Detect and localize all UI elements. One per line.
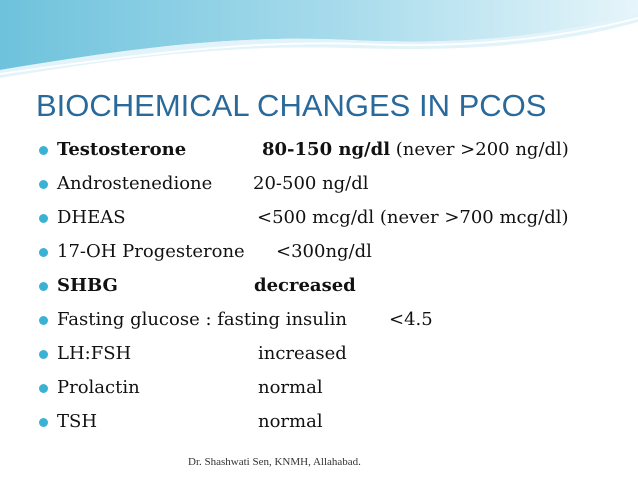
item-value: normal <box>258 411 323 432</box>
item-label: LH:FSH <box>57 343 132 364</box>
item-value: <300ng/dl <box>276 241 372 262</box>
item-label: DHEAS <box>57 207 126 228</box>
header-wave-decoration <box>0 0 638 78</box>
bullet-icon <box>39 350 48 359</box>
slide-footer: Dr. Shashwati Sen, KNMH, Allahabad. <box>188 456 361 468</box>
item-label: 17-OH Progesterone <box>57 241 245 262</box>
item-value: normal <box>258 377 323 398</box>
bullet-icon <box>39 384 48 393</box>
bullet-icon <box>39 282 48 291</box>
item-label: SHBG <box>57 275 118 296</box>
bullet-icon <box>39 146 48 155</box>
slide-title: BIOCHEMICAL CHANGES IN PCOS <box>36 88 547 123</box>
item-value: <4.5 <box>389 309 433 330</box>
item-label: Fasting glucose : fasting insulin <box>57 309 347 330</box>
item-label: Testosterone <box>57 139 187 160</box>
item-label: Prolactin <box>57 377 140 398</box>
item-note: (never >200 ng/dl) <box>390 139 569 160</box>
bullet-icon <box>39 214 48 223</box>
bullet-icon <box>39 248 48 257</box>
item-value: 20-500 ng/dl <box>253 173 369 194</box>
item-value: decreased <box>254 275 356 296</box>
item-value: <500 mcg/dl (never >700 mcg/dl) <box>257 207 569 228</box>
item-value: increased <box>258 343 347 364</box>
item-label: Androstenedione <box>57 173 213 194</box>
bullet-icon <box>39 180 48 189</box>
bullet-icon <box>39 316 48 325</box>
item-value-group: 80-150 ng/dl (never >200 ng/dl) <box>262 133 569 167</box>
item-label: TSH <box>57 411 98 432</box>
bullet-icon <box>39 418 48 427</box>
item-value: 80-150 ng/dl <box>262 139 391 160</box>
